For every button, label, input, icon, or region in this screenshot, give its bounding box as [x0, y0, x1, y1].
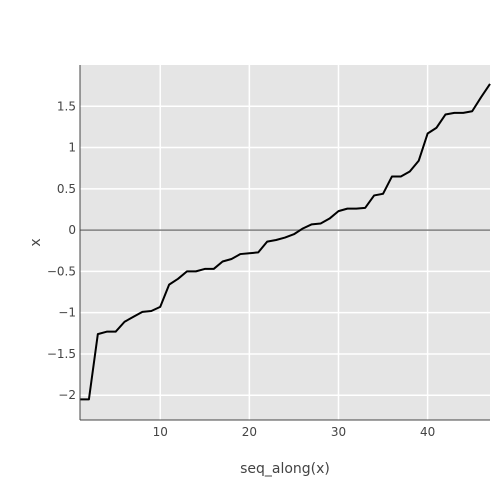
x-tick-label: 30 [331, 425, 346, 439]
y-axis-title: x [28, 238, 44, 246]
x-axis-title: seq_along(x) [240, 461, 330, 477]
vertical-gridlines [159, 65, 429, 420]
plot-background [80, 65, 490, 420]
y-tick-label: −0.5 [47, 264, 76, 278]
y-tick-label: −1 [58, 306, 76, 320]
y-tick-labels: −2 −1.5 −1 −0.5 0 0.5 1 1.5 [47, 99, 76, 402]
x-tick-label: 20 [242, 425, 257, 439]
y-tick-label: 1.5 [57, 99, 76, 113]
x-tick-label: 10 [153, 425, 168, 439]
horizontal-gridlines [80, 105, 490, 396]
y-tick-label: 0.5 [57, 182, 76, 196]
y-tick-label: −1.5 [47, 347, 76, 361]
x-tick-labels: 10 20 30 40 [153, 425, 436, 439]
x-tick-label: 40 [420, 425, 435, 439]
y-tick-label: 1 [68, 141, 76, 155]
y-tick-label: 0 [68, 223, 76, 237]
series-line [80, 83, 491, 401]
y-tick-label: −2 [58, 388, 76, 402]
